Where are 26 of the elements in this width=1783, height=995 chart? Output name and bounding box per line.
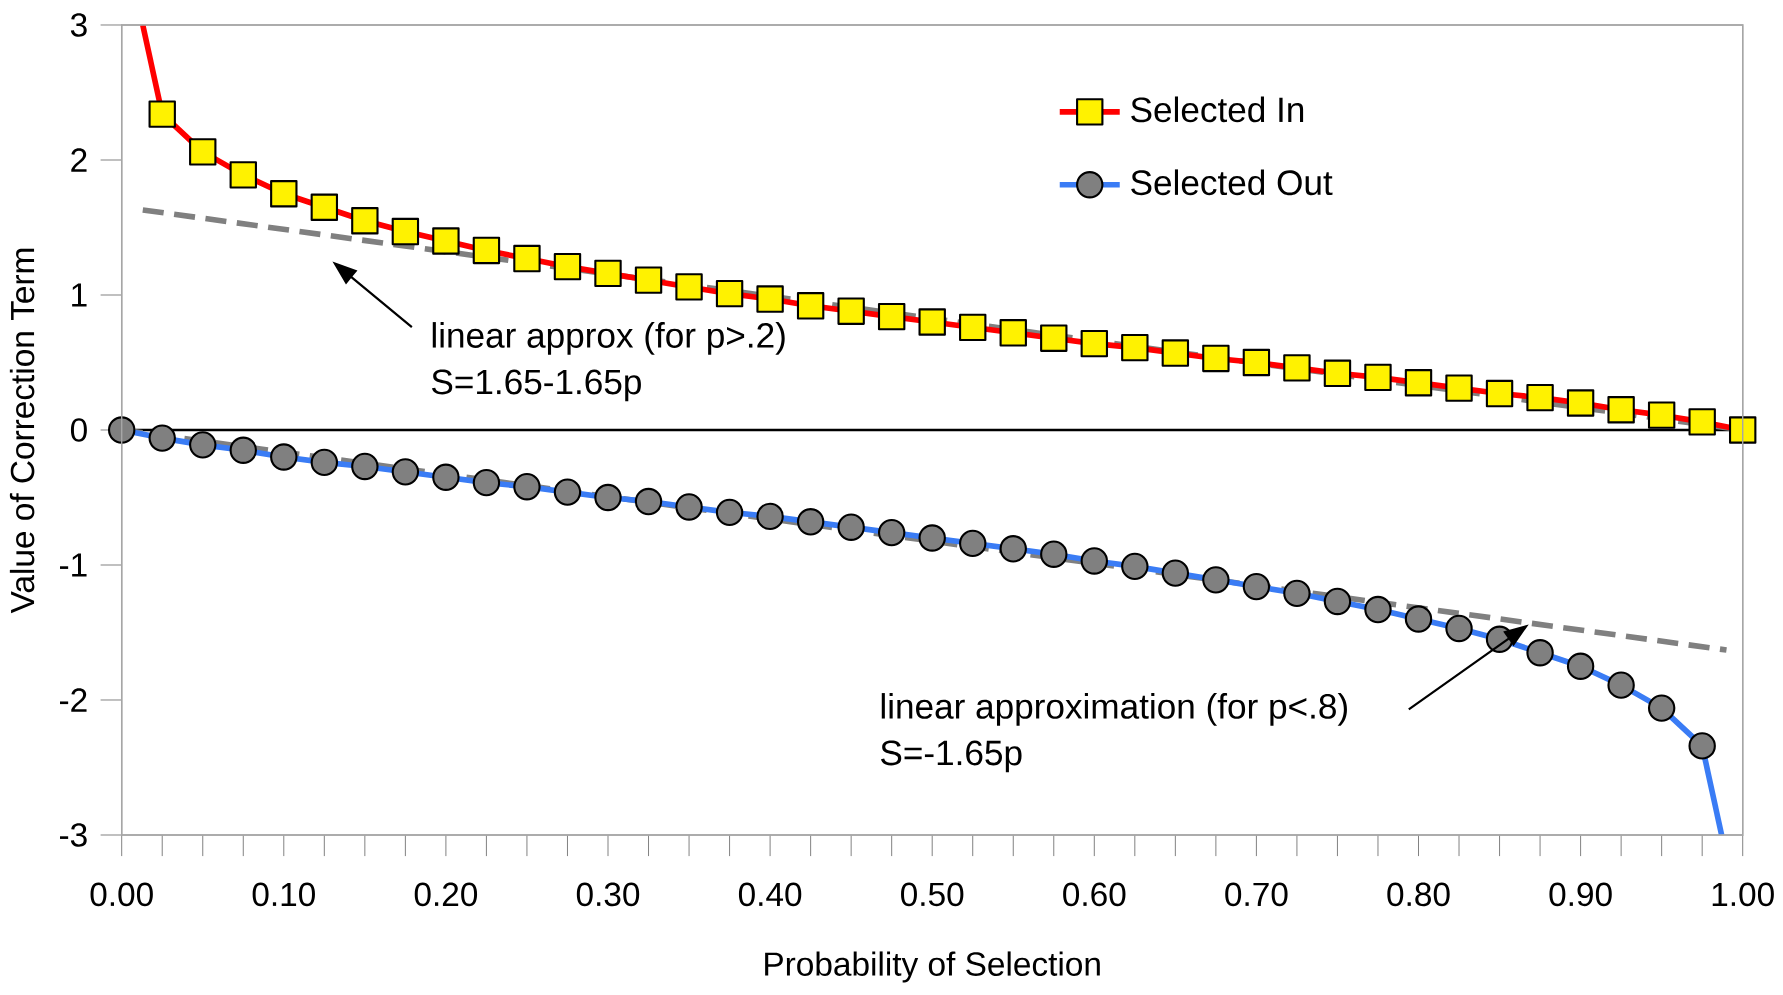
- annotation: S=-1.65p: [881, 740, 1022, 773]
- x-tick-label: 0.30: [576, 882, 640, 907]
- y-tick-label: -2: [59, 688, 87, 712]
- x-tick-label: 0.50: [901, 882, 964, 907]
- x-tick-label: 0.60: [1063, 882, 1126, 907]
- annotation: S=1.65-1.65p: [432, 369, 641, 402]
- x-tick-label: 0.90: [1549, 882, 1612, 907]
- x-tick-label: 0.20: [414, 882, 478, 907]
- x-tick-label: 0.10: [252, 882, 315, 907]
- legend-label: Selected In: [1131, 96, 1304, 123]
- annotation: linear approximation (for p<.8): [881, 693, 1347, 726]
- y-tick-label: 2: [71, 148, 87, 172]
- x-tick-label: 0.00: [90, 882, 153, 907]
- annotation: linear approx (for p>.2): [432, 322, 785, 355]
- legend-label: Selected Out: [1131, 169, 1333, 196]
- x-tick-label: 0.40: [738, 882, 802, 907]
- y-tick-label: -3: [59, 823, 87, 847]
- x-tick-label: 0.80: [1387, 882, 1450, 907]
- y-tick-label: -1: [59, 553, 87, 577]
- y-tick-label: 1: [72, 283, 87, 307]
- x-axis-title: Probability of Selection: [765, 951, 1100, 983]
- y-tick-label: 3: [70, 13, 87, 37]
- x-tick-label: 1.00: [1712, 882, 1774, 907]
- y-axis-title: Value of Correction Term: [9, 248, 35, 614]
- x-tick-label: 0.70: [1225, 882, 1288, 907]
- y-tick-label: 0: [70, 418, 87, 442]
